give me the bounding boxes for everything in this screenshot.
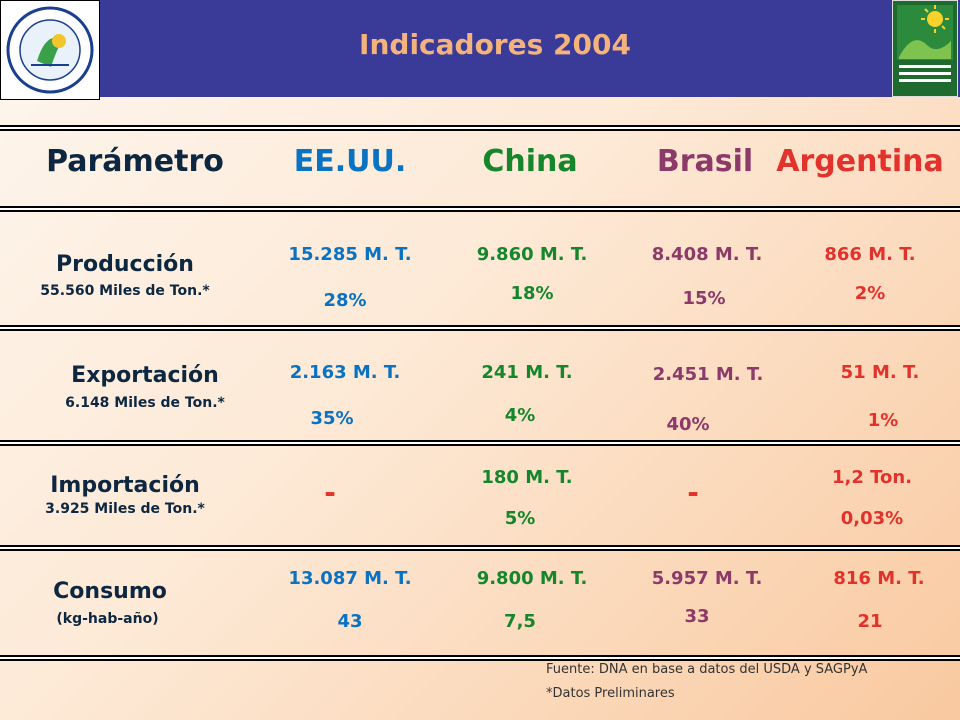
consumo-eeuu-share: 43 (337, 611, 363, 632)
column-header-china: China (482, 144, 578, 179)
divider-header (0, 206, 960, 212)
importacion-china-value: 180 M. T. (481, 467, 573, 488)
produccion-brasil-share: 15% (682, 288, 726, 309)
exportacion-brasil-share: 40% (666, 414, 710, 435)
column-header-eeuu: EE.UU. (293, 144, 407, 179)
consumo-brasil-share: 33 (684, 606, 710, 627)
row-title-importacion: Importación (50, 473, 200, 498)
row-sub-produccion: 55.560 Miles de Ton.* (40, 283, 210, 299)
alimentos-argentinos-logo (0, 0, 100, 100)
column-header-argentina: Argentina (776, 144, 944, 179)
column-header-parametro: Parámetro (46, 144, 224, 179)
produccion-argentina-share: 2% (854, 283, 886, 304)
produccion-eeuu-share: 28% (323, 290, 367, 311)
exportacion-china-value: 241 M. T. (481, 362, 573, 383)
row-sub-exportacion: 6.148 Miles de Ton.* (65, 395, 225, 411)
consumo-brasil-value: 5.957 M. T. (651, 568, 763, 589)
produccion-brasil-value: 8.408 M. T. (651, 244, 763, 265)
exportacion-eeuu-share: 35% (310, 408, 354, 429)
divider-exportacion (0, 440, 960, 446)
source-note: Fuente: DNA en base a datos del USDA y S… (546, 662, 868, 677)
consumo-china-share: 7,5 (504, 611, 536, 632)
row-sub-importacion: 3.925 Miles de Ton.* (45, 501, 205, 517)
divider-top (0, 125, 960, 131)
divider-importacion (0, 545, 960, 551)
importacion-china-share: 5% (504, 508, 536, 529)
produccion-argentina-value: 866 M. T. (824, 244, 916, 265)
importacion-argentina-value: 1,2 Ton. (831, 467, 913, 488)
produccion-china-value: 9.860 M. T. (476, 244, 588, 265)
exportacion-eeuu-value: 2.163 M. T. (289, 362, 401, 383)
seal-icon (6, 6, 94, 94)
exportacion-argentina-value: 51 M. T. (840, 362, 920, 383)
produccion-china-share: 18% (510, 283, 554, 304)
row-title-exportacion: Exportación (71, 363, 219, 388)
exportacion-brasil-value: 2.451 M. T. (652, 364, 764, 385)
divider-produccion (0, 325, 960, 331)
exportacion-china-share: 4% (504, 405, 536, 426)
importacion-argentina-share: 0,03% (840, 508, 904, 529)
importacion-brasil-value: - (687, 476, 699, 509)
row-sub-consumo: (kg-hab-año) (56, 611, 159, 627)
exportacion-argentina-share: 1% (867, 410, 899, 431)
produccion-eeuu-value: 15.285 M. T. (288, 244, 412, 265)
sagpya-logo (892, 0, 958, 97)
consumo-china-value: 9.800 M. T. (476, 568, 588, 589)
column-header-brasil: Brasil (656, 144, 754, 179)
header-bar (0, 0, 960, 97)
importacion-eeuu-value: - (324, 476, 336, 509)
row-title-produccion: Producción (56, 252, 194, 277)
preliminary-note: *Datos Preliminares (546, 686, 675, 701)
sun-field-icon (893, 1, 957, 96)
consumo-eeuu-value: 13.087 M. T. (288, 568, 412, 589)
page-title: Indicadores 2004 (359, 28, 631, 61)
divider-consumo (0, 655, 960, 661)
consumo-argentina-share: 21 (857, 611, 883, 632)
row-title-consumo: Consumo (53, 579, 167, 604)
consumo-argentina-value: 816 M. T. (833, 568, 925, 589)
